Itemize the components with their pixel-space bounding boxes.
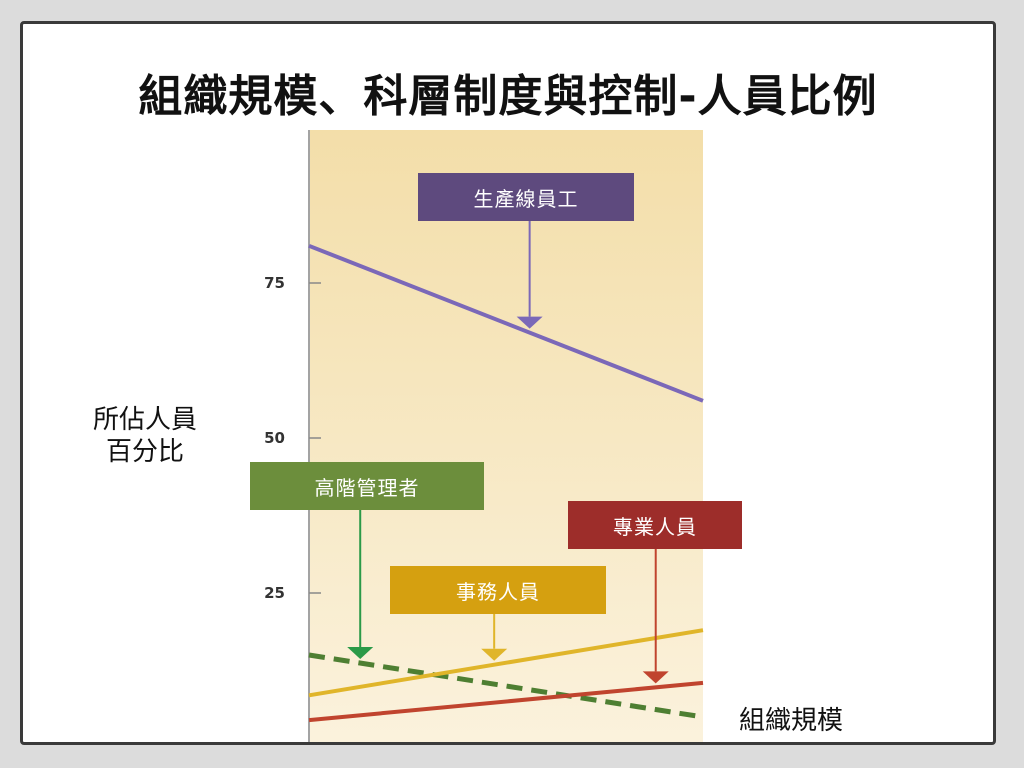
series-line	[308, 243, 704, 403]
callout-arrow-head	[481, 648, 508, 661]
x-axis-caption: 組織規模	[739, 706, 844, 736]
line-chart: 0 25 50 75	[264, 130, 704, 745]
y-tick-label: 0	[275, 739, 285, 745]
y-axis-caption: 所佔人員 百分比	[75, 404, 215, 468]
series-label-professional-staff: 專業人員	[568, 501, 742, 549]
series-label-clerical-staff: 事務人員	[390, 566, 606, 614]
slide-title: 組織規模、科層制度與控制-人員比例	[138, 71, 878, 122]
plot-background	[309, 130, 703, 742]
series-line	[308, 628, 704, 698]
y-tick-label: 25	[264, 584, 285, 602]
series-lines	[308, 243, 704, 723]
callout-arrow-head	[516, 316, 543, 329]
y-tick-label: 50	[264, 429, 285, 447]
callout-arrow-head	[347, 647, 374, 660]
series-label-production-workers: 生產線員工	[418, 173, 634, 221]
y-tick-label: 75	[264, 274, 285, 292]
y-axis-caption-line2: 百分比	[105, 437, 184, 467]
y-axis-ticks: 0 25 50 75	[264, 274, 321, 745]
y-axis-caption-line1: 所佔人員	[92, 405, 197, 435]
callout-arrows	[347, 221, 669, 684]
callout-arrow-head	[642, 671, 669, 684]
series-line	[308, 652, 704, 720]
series-label-top-management: 高階管理者	[250, 462, 484, 510]
series-line	[308, 680, 704, 723]
slide: 組織規模、科層制度與控制-人員比例 0 25 50 75 所佔人員 百分比 組織規模 …	[20, 21, 996, 745]
